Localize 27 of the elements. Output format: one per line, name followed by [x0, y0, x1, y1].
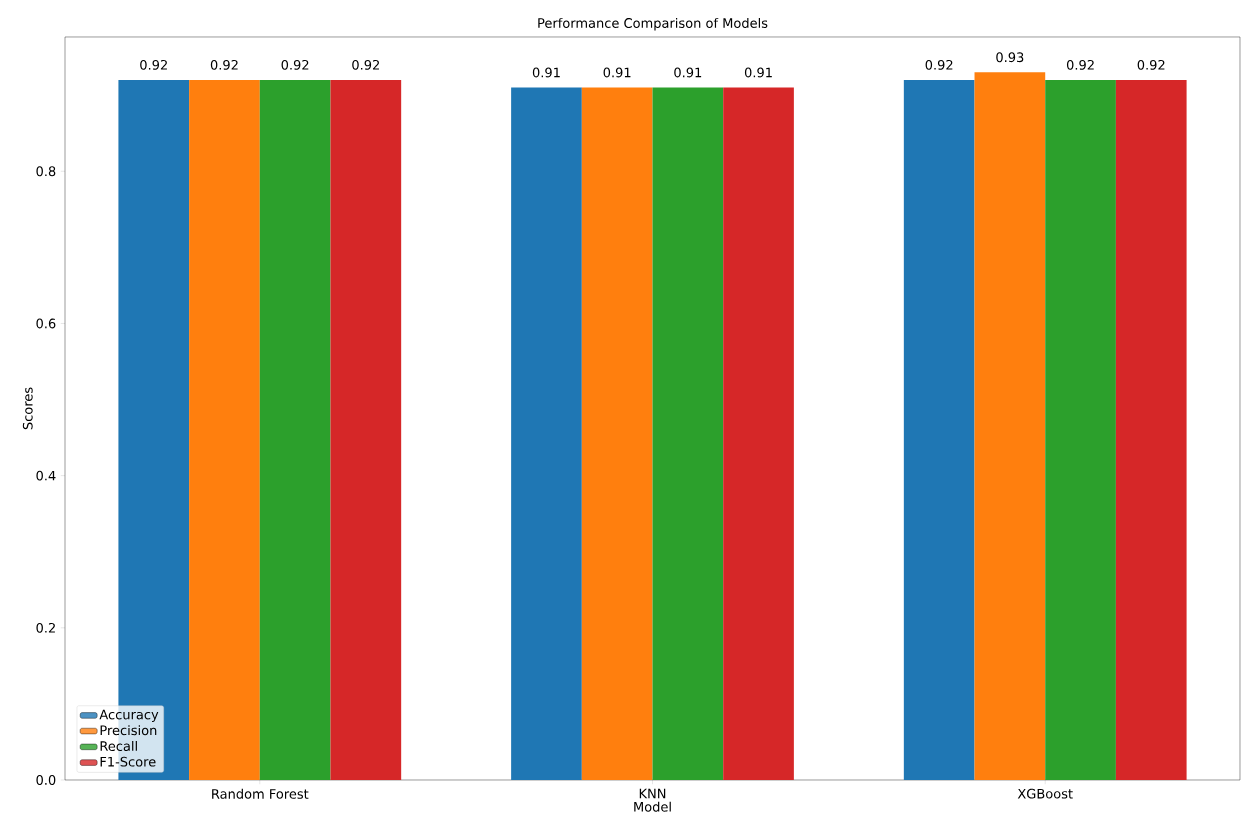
data-label: 0.92 [1137, 59, 1165, 70]
data-label: 0.92 [352, 59, 379, 70]
data-label: 0.92 [925, 59, 953, 70]
x-axis-title: Model [634, 801, 671, 812]
data-label: 0.92 [140, 59, 167, 70]
legend-label: F1-Score [100, 756, 156, 767]
legend-label: Accuracy [99, 709, 159, 722]
y-tick-label: 0.6 [36, 318, 56, 329]
x-tick-label: Random Forest [212, 788, 309, 799]
data-label: 0.91 [603, 67, 631, 78]
data-label: 0.91 [532, 67, 560, 78]
data-label: 0.92 [210, 59, 238, 70]
legend-label: Recall [100, 740, 137, 752]
x-tick-label: XGBoost [1017, 788, 1073, 799]
data-label: 0.93 [996, 52, 1024, 63]
y-tick-label: 0.2 [36, 622, 55, 633]
data-label: 0.92 [281, 59, 309, 70]
data-label: 0.91 [674, 67, 702, 78]
data-label: 0.92 [1066, 59, 1094, 70]
chart-title: Performance Comparison of Models [538, 17, 768, 31]
y-axis-title: Scores [22, 387, 33, 430]
y-tick-label: 0.0 [36, 775, 56, 785]
x-tick-label: KNN [639, 788, 666, 799]
y-tick-label: 0.8 [36, 166, 56, 177]
legend-label: Precision [100, 725, 157, 736]
data-label: 0.91 [744, 67, 772, 78]
y-tick-label: 0.4 [36, 470, 56, 481]
